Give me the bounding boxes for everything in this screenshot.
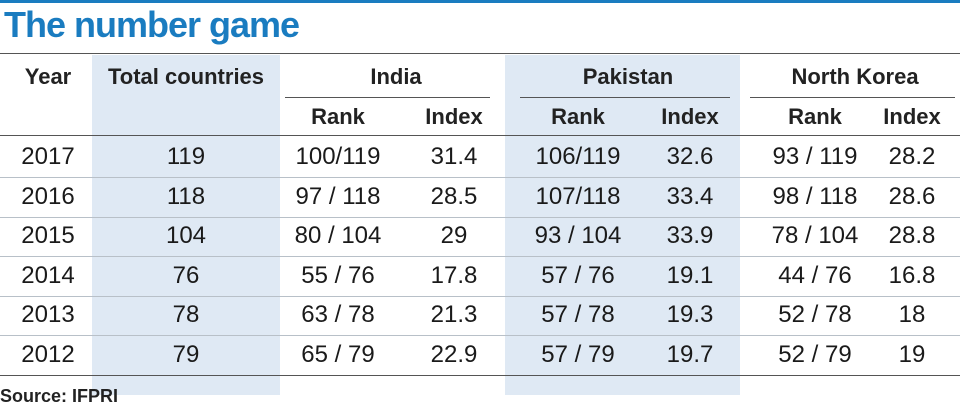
row-rule [0, 335, 960, 337]
rule [0, 135, 960, 136]
table-cell: 2017 [21, 143, 75, 170]
row-rule [0, 216, 960, 218]
table-cell: 100/119 [295, 143, 381, 170]
sub-header: Index [425, 104, 483, 129]
table-cell: 106/119 [535, 143, 621, 170]
table-cell: 33.4 [666, 182, 714, 210]
table-cell: 2015 [21, 222, 75, 250]
table-cell: 18 [898, 301, 926, 329]
group-header: North Korea [791, 64, 919, 89]
table-cell: 17.8 [430, 261, 478, 289]
table-cell: 44 / 76 [778, 261, 852, 289]
table-cell: 57 / 78 [541, 301, 615, 329]
header-year: Year [24, 64, 72, 89]
table-cell: 52 / 78 [778, 301, 852, 329]
table-cell: 57 / 79 [541, 341, 615, 368]
table-cell: 19 [898, 341, 926, 368]
group-rule [750, 97, 955, 98]
table-cell: 80 / 104 [294, 222, 382, 250]
group-rule [520, 97, 730, 98]
group-rule [285, 97, 490, 98]
table-cell: 2013 [21, 301, 75, 329]
table-cell: 93 / 119 [772, 143, 858, 170]
sub-header: Rank [551, 104, 605, 129]
column-shade [92, 55, 280, 395]
table-cell: 52 / 79 [778, 341, 852, 368]
table-cell: 28.8 [888, 222, 936, 250]
table-cell: 29 [440, 222, 468, 250]
table-cell: 2014 [21, 261, 75, 289]
table-cell: 2016 [21, 182, 75, 210]
table-cell: 31.4 [430, 143, 478, 170]
table-cell: 33.9 [666, 222, 714, 250]
rule [0, 53, 960, 54]
table-cell: 78 [172, 301, 200, 329]
table-cell: 16.8 [888, 261, 936, 289]
table-cell: 107/118 [535, 182, 621, 210]
table-cell: 19.7 [666, 341, 714, 368]
top-rule [0, 0, 960, 3]
column-shade [505, 55, 740, 395]
table-cell: 119 [166, 143, 206, 170]
table-cell: 28.6 [888, 182, 936, 210]
header-total: Total countries [107, 64, 265, 89]
group-header: India [370, 64, 422, 89]
row-rule [0, 375, 960, 376]
table-cell: 2012 [21, 341, 75, 368]
sub-header: Rank [311, 104, 365, 129]
table-cell: 28.2 [888, 143, 936, 170]
title: The number game [4, 4, 300, 45]
table-cell: 118 [166, 182, 206, 210]
source: Source: IFPRI [0, 386, 119, 406]
row-rule [0, 177, 960, 178]
table-cell: 19.3 [666, 301, 714, 329]
table-cell: 98 / 118 [772, 182, 858, 210]
group-header: Pakistan [582, 64, 674, 89]
table-cell: 21.3 [430, 301, 478, 329]
table-cell: 28.5 [430, 182, 478, 210]
table-cell: 22.9 [430, 341, 478, 368]
row-rule [0, 295, 960, 297]
table-cell: 55 / 76 [301, 261, 375, 289]
table-cell: 104 [165, 222, 207, 250]
table-cell: 76 [172, 261, 200, 289]
table-cell: 65 / 79 [301, 341, 375, 368]
sub-header: Index [661, 104, 719, 129]
table-cell: 19.1 [666, 261, 714, 289]
table-cell: 32.6 [666, 143, 714, 170]
table-cell: 79 [172, 341, 200, 368]
sub-header: Rank [788, 104, 842, 129]
table-cell: 78 / 104 [771, 222, 859, 250]
sub-header: Index [883, 104, 941, 129]
table-cell: 63 / 78 [301, 301, 375, 329]
row-rule [0, 256, 960, 258]
table-cell: 57 / 76 [541, 261, 615, 289]
table-cell: 97 / 118 [295, 182, 381, 210]
table-cell: 93 / 104 [534, 222, 622, 250]
